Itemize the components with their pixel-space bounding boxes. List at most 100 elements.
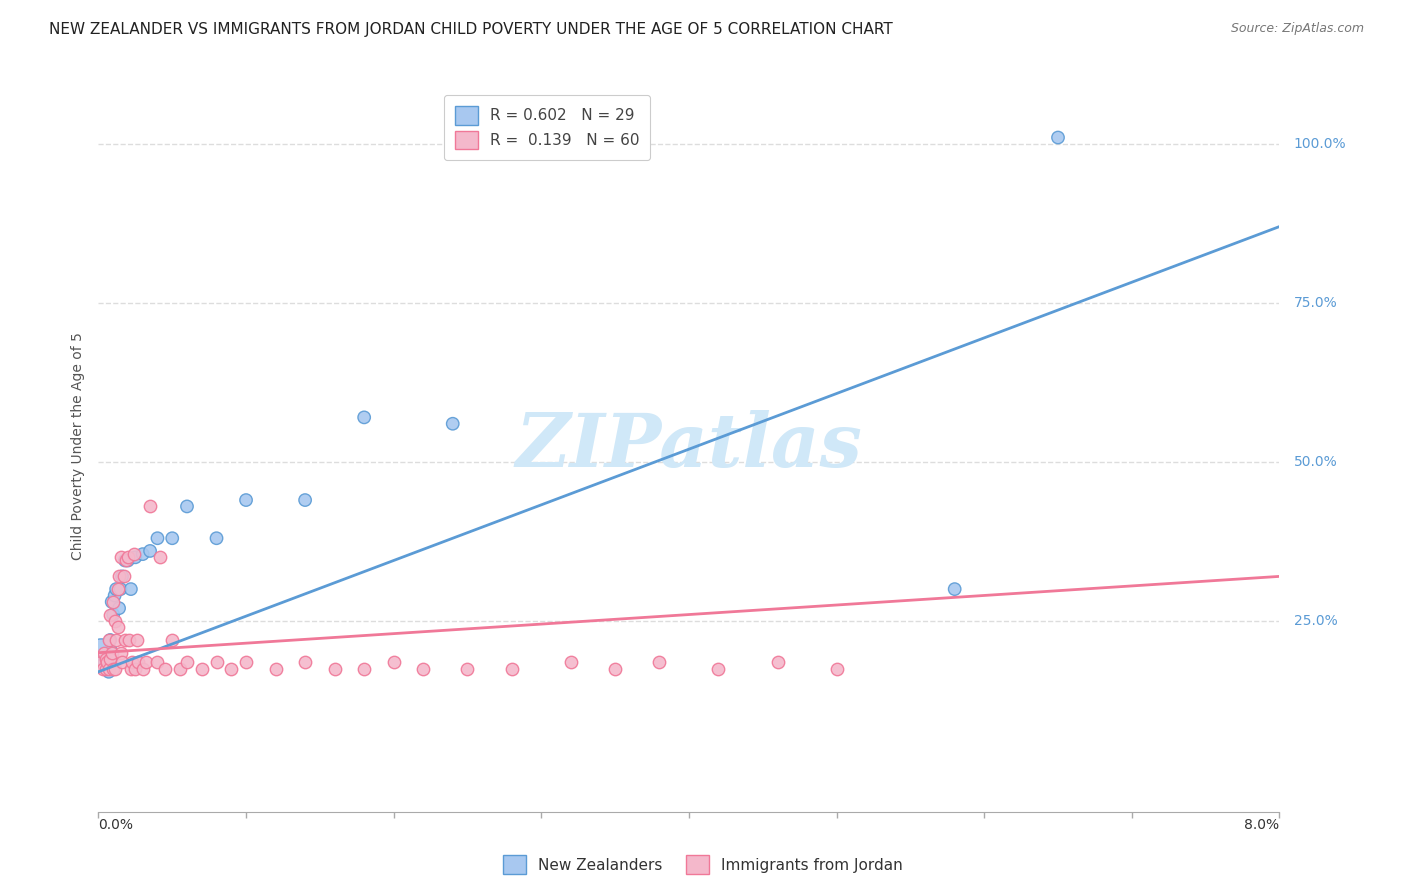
Point <box>132 547 155 561</box>
Point <box>176 655 198 669</box>
Point <box>111 655 134 669</box>
Point <box>108 569 131 583</box>
Y-axis label: Child Poverty Under the Age of 5: Child Poverty Under the Age of 5 <box>70 332 84 560</box>
Point <box>94 652 117 666</box>
Point <box>90 655 112 669</box>
Point <box>107 620 129 634</box>
Point <box>125 632 148 647</box>
Point <box>107 582 129 596</box>
Point <box>103 607 125 622</box>
Point <box>205 531 228 545</box>
Text: 8.0%: 8.0% <box>1244 818 1279 832</box>
Point <box>353 410 375 425</box>
Point <box>97 665 120 679</box>
Point <box>162 632 183 647</box>
Point <box>323 662 346 676</box>
Point <box>191 662 214 676</box>
Point <box>124 662 146 676</box>
Point <box>97 632 120 647</box>
Point <box>117 550 139 565</box>
Point <box>162 531 183 545</box>
Legend: R = 0.602   N = 29, R =  0.139   N = 60: R = 0.602 N = 29, R = 0.139 N = 60 <box>444 95 650 160</box>
Point <box>412 662 434 676</box>
Point <box>115 553 138 567</box>
Point <box>121 655 143 669</box>
Point <box>235 655 257 669</box>
Point <box>294 655 316 669</box>
Point <box>149 550 172 565</box>
Point <box>943 582 966 596</box>
Point <box>825 662 848 676</box>
Point <box>108 601 131 615</box>
Point <box>111 569 134 583</box>
Point <box>169 662 191 676</box>
Point <box>766 655 789 669</box>
Point <box>605 662 627 676</box>
Text: 50.0%: 50.0% <box>1294 455 1337 469</box>
Text: 100.0%: 100.0% <box>1294 136 1347 151</box>
Point <box>96 655 118 669</box>
Point <box>122 547 145 561</box>
Point <box>114 553 136 567</box>
Point <box>110 550 132 565</box>
Point <box>235 493 257 508</box>
Point <box>294 493 316 508</box>
Point <box>104 614 127 628</box>
Point <box>103 662 125 676</box>
Point <box>91 662 114 676</box>
Point <box>560 655 582 669</box>
Point <box>97 662 120 676</box>
Point <box>96 662 118 676</box>
Point <box>264 662 287 676</box>
Point <box>117 553 139 567</box>
Point <box>110 646 132 660</box>
Point <box>100 595 122 609</box>
Point <box>353 662 375 676</box>
Point <box>94 658 117 673</box>
Point <box>90 648 112 663</box>
Point <box>382 655 405 669</box>
Point <box>118 632 141 647</box>
Point <box>146 655 169 669</box>
Point <box>205 655 228 669</box>
Point <box>103 595 125 609</box>
Point <box>1046 130 1070 145</box>
Text: NEW ZEALANDER VS IMMIGRANTS FROM JORDAN CHILD POVERTY UNDER THE AGE OF 5 CORRELA: NEW ZEALANDER VS IMMIGRANTS FROM JORDAN … <box>49 22 893 37</box>
Point <box>93 646 115 660</box>
Point <box>221 662 243 676</box>
Text: 75.0%: 75.0% <box>1294 296 1337 310</box>
Point <box>104 662 127 676</box>
Point <box>94 662 117 676</box>
Point <box>135 655 157 669</box>
Point <box>127 655 149 669</box>
Point <box>112 569 135 583</box>
Point <box>114 632 136 647</box>
Point <box>98 607 121 622</box>
Text: Source: ZipAtlas.com: Source: ZipAtlas.com <box>1230 22 1364 36</box>
Point <box>153 662 176 676</box>
Point <box>146 531 169 545</box>
Point <box>98 652 121 666</box>
Point <box>124 550 146 565</box>
Point <box>104 589 127 603</box>
Point <box>176 500 198 514</box>
Point <box>105 582 128 596</box>
Point <box>93 655 115 669</box>
Point <box>100 646 122 660</box>
Point <box>139 500 162 514</box>
Point <box>441 417 464 431</box>
Point <box>98 632 121 647</box>
Point <box>707 662 730 676</box>
Text: ZIPatlas: ZIPatlas <box>516 409 862 483</box>
Point <box>105 632 128 647</box>
Legend: New Zealanders, Immigrants from Jordan: New Zealanders, Immigrants from Jordan <box>498 849 908 880</box>
Point <box>132 662 155 676</box>
Point <box>501 662 523 676</box>
Point <box>110 582 132 596</box>
Point <box>139 544 162 558</box>
Text: 0.0%: 0.0% <box>98 818 134 832</box>
Point <box>648 655 671 669</box>
Point <box>120 662 142 676</box>
Text: 25.0%: 25.0% <box>1294 614 1337 628</box>
Point <box>457 662 479 676</box>
